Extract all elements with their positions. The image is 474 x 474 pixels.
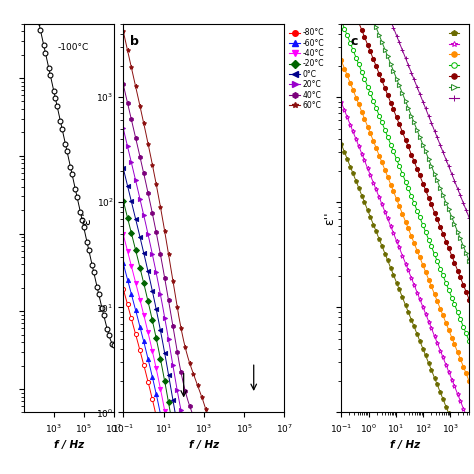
Text: b: b	[130, 36, 138, 48]
Text: -100°C: -100°C	[58, 43, 89, 52]
Text: c: c	[350, 36, 357, 48]
X-axis label: f / Hz: f / Hz	[189, 440, 219, 450]
Legend: -80°C, -60°C, -40°C, -20°C, 0°C, 20°C, 40°C, 60°C: -80°C, -60°C, -40°C, -20°C, 0°C, 20°C, 4…	[288, 27, 325, 110]
X-axis label: f / Hz: f / Hz	[54, 440, 84, 450]
Y-axis label: ε'': ε''	[81, 211, 93, 225]
Legend: , , , , , , : , , , , , ,	[448, 27, 465, 103]
Text: ε'': ε''	[323, 211, 336, 225]
X-axis label: f / Hz: f / Hz	[390, 440, 420, 450]
